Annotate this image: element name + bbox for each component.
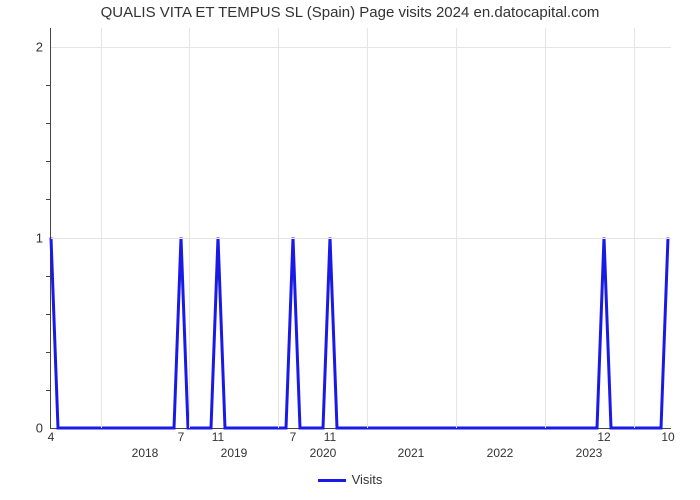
chart-title: QUALIS VITA ET TEMPUS SL (Spain) Page vi… [0,4,700,21]
gridline-v [634,28,635,428]
legend: Visits [0,472,700,487]
legend-swatch [318,479,346,482]
y-minor-tick [46,85,51,86]
chart-container: QUALIS VITA ET TEMPUS SL (Spain) Page vi… [0,0,700,500]
x-year-label: 2019 [221,428,248,460]
x-year-label: 2018 [132,428,159,460]
gridline-v [189,28,190,428]
gridline-v [456,28,457,428]
x-year-label: 2021 [398,428,425,460]
gridline-h [51,47,671,48]
y-minor-tick [46,161,51,162]
y-tick-label: 2 [36,40,51,55]
y-minor-tick [46,199,51,200]
y-minor-tick [46,390,51,391]
x-value-label: 10 [661,428,674,444]
line-series [51,28,671,428]
x-value-label: 7 [178,428,185,444]
gridline-v [101,28,102,428]
x-year-label: 2022 [487,428,514,460]
y-tick-label: 1 [36,230,51,245]
x-value-label: 7 [290,428,297,444]
x-value-label: 4 [48,428,55,444]
x-value-label: 11 [212,428,224,444]
x-value-label: 12 [597,428,610,444]
y-minor-tick [46,276,51,277]
y-minor-tick [46,314,51,315]
gridline-v [545,28,546,428]
y-minor-tick [46,123,51,124]
gridline-v [278,28,279,428]
plot-area: 01220182019202020212022202347117111210 [50,28,671,429]
x-value-label: 11 [324,428,336,444]
gridline-h [51,238,671,239]
gridline-v [367,28,368,428]
legend-label: Visits [352,472,383,487]
y-minor-tick [46,352,51,353]
